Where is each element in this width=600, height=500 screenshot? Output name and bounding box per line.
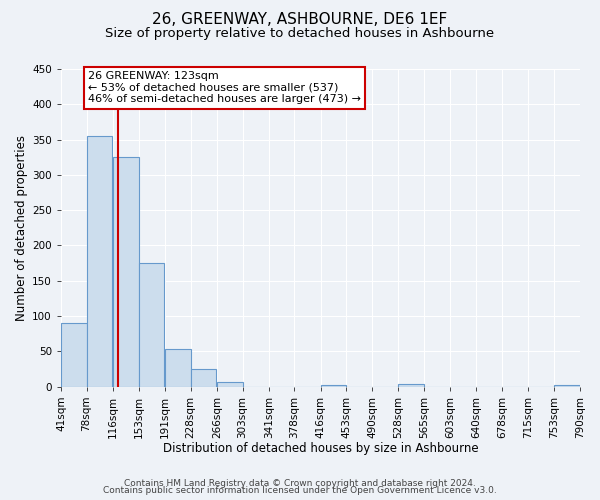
Bar [217, 382, 242, 386]
Text: Contains public sector information licensed under the Open Government Licence v3: Contains public sector information licen… [103, 486, 497, 495]
Y-axis label: Number of detached properties: Number of detached properties [15, 135, 28, 321]
Bar [554, 384, 580, 386]
Text: 26 GREENWAY: 123sqm
← 53% of detached houses are smaller (537)
46% of semi-detac: 26 GREENWAY: 123sqm ← 53% of detached ho… [88, 71, 361, 104]
Bar [165, 350, 191, 387]
Text: 26, GREENWAY, ASHBOURNE, DE6 1EF: 26, GREENWAY, ASHBOURNE, DE6 1EF [152, 12, 448, 28]
Bar [61, 323, 86, 386]
Text: Contains HM Land Registry data © Crown copyright and database right 2024.: Contains HM Land Registry data © Crown c… [124, 478, 476, 488]
X-axis label: Distribution of detached houses by size in Ashbourne: Distribution of detached houses by size … [163, 442, 478, 455]
Bar [139, 263, 164, 386]
Bar [191, 369, 216, 386]
Bar [113, 157, 139, 386]
Bar [398, 384, 424, 386]
Text: Size of property relative to detached houses in Ashbourne: Size of property relative to detached ho… [106, 28, 494, 40]
Bar [321, 384, 346, 386]
Bar [86, 136, 112, 386]
